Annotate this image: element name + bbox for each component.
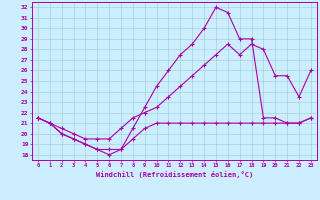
X-axis label: Windchill (Refroidissement éolien,°C): Windchill (Refroidissement éolien,°C)	[96, 171, 253, 178]
